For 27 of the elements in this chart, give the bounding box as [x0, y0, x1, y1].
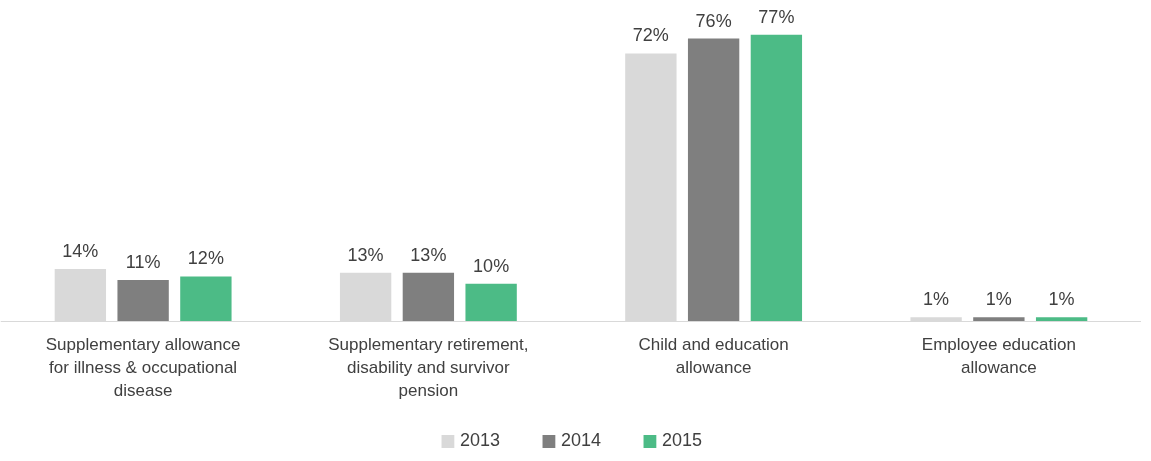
data-label: 1% — [985, 289, 1012, 310]
bar — [402, 272, 455, 321]
data-label: 10% — [473, 255, 510, 276]
data-label: 13% — [347, 244, 384, 265]
data-label: 12% — [187, 248, 224, 269]
bar — [687, 38, 740, 321]
data-label: 11% — [125, 252, 161, 273]
data-label: 14% — [62, 240, 99, 261]
data-label: 1% — [1048, 289, 1075, 310]
bar — [465, 283, 517, 321]
bar — [1035, 317, 1088, 321]
data-label: 77% — [758, 6, 795, 27]
bar — [180, 276, 232, 321]
legend-label: 2014 — [560, 430, 602, 451]
bar — [750, 34, 803, 321]
data-label: 76% — [695, 10, 732, 31]
legend-label: 2013 — [459, 430, 500, 451]
bar — [973, 317, 1025, 321]
data-label: 13% — [410, 244, 447, 265]
data-label: 72% — [632, 25, 669, 46]
bar — [117, 280, 169, 321]
legend-label: 2015 — [662, 430, 703, 451]
data-label: 1% — [923, 289, 950, 310]
x-tick-label: Child and education allowance — [638, 335, 789, 377]
x-tick-label: Supplementary retirement, disability and survivor pension — [328, 335, 529, 400]
x-tick-label: Supplementary allowance for illness & occupational disease — [45, 335, 241, 400]
x-tick-label: Employee education allowance — [921, 335, 1076, 377]
